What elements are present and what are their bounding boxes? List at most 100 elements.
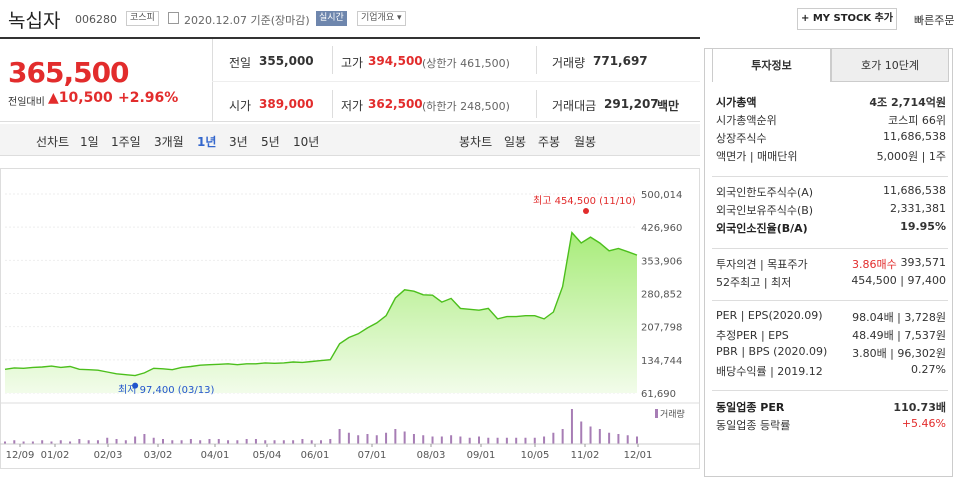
info-row-label: 외국인소진율(B/A) xyxy=(716,222,808,235)
info-row-value: 4조 2,714억원 xyxy=(869,96,946,109)
lower-limit: (하한가 248,500) xyxy=(422,100,510,113)
tab-monthly-candle[interactable]: 월봉 xyxy=(574,135,597,149)
info-row-label: 시가총액 xyxy=(716,96,757,109)
info-row: 투자의견 | 목표주가 393,571 3.86매수 xyxy=(716,256,946,274)
volume-bar xyxy=(254,439,257,444)
panel-divider xyxy=(712,390,948,391)
y-tick-label: 207,798 xyxy=(641,323,682,334)
volume-bar xyxy=(96,440,99,444)
panel-divider xyxy=(712,300,948,301)
volume-bar xyxy=(143,434,146,444)
info-row-label: 동일업종 등락률 xyxy=(716,419,791,432)
divider xyxy=(212,39,213,122)
volume-bar xyxy=(4,441,6,444)
x-tick-label: 09/01 xyxy=(467,450,496,461)
volume-bar xyxy=(264,440,267,444)
volume-bar xyxy=(152,437,155,444)
low-annotation: 최저 97,400 (03/13) xyxy=(118,384,214,396)
volume-bar xyxy=(106,437,109,444)
info-row: PBR | BPS (2020.09) 3.80배 | 96,302원 xyxy=(716,345,946,363)
info-row: 시가총액 4조 2,714억원 xyxy=(716,94,946,112)
tab-1year[interactable]: 1년 xyxy=(197,135,217,149)
volume-bar xyxy=(375,435,378,444)
quick-order-link[interactable]: 빠른주문 xyxy=(914,14,955,27)
x-tick-label: 06/01 xyxy=(301,450,330,461)
info-row: 동일업종 PER 110.73배 xyxy=(716,399,946,417)
line-chart-label: 선차트 xyxy=(36,135,70,149)
info-row-value: 393,571 xyxy=(900,256,947,269)
tab-3year[interactable]: 3년 xyxy=(229,135,248,149)
y-tick-label: 61,690 xyxy=(641,389,676,400)
volume-bar xyxy=(320,440,322,444)
info-row-value: 11,686,538 xyxy=(883,184,946,197)
calendar-icon xyxy=(168,12,179,24)
volume-bar xyxy=(626,435,629,444)
tab-hoga-10[interactable]: 호가 10단계 xyxy=(831,48,949,82)
volume-bar xyxy=(50,441,53,444)
tab-5year[interactable]: 5년 xyxy=(261,135,280,149)
price-change: ▲10,500 xyxy=(48,90,113,106)
volume-bar xyxy=(87,440,90,444)
tab-3month[interactable]: 3개월 xyxy=(154,135,184,149)
volume-bar xyxy=(347,432,350,444)
volume-bar xyxy=(478,436,480,444)
x-tick-label: 07/01 xyxy=(358,450,387,461)
volume-bar xyxy=(115,439,118,444)
info-row-label: 추정PER | EPS xyxy=(716,329,789,342)
volume-label: 거래량 xyxy=(552,56,586,70)
high-marker xyxy=(583,208,589,214)
tab-1week[interactable]: 1주일 xyxy=(111,135,141,149)
x-tick-label: 05/04 xyxy=(253,450,282,461)
tab-daily-candle[interactable]: 일봉 xyxy=(504,135,527,149)
info-row-label: PBR | BPS (2020.09) xyxy=(716,345,828,358)
volume-bar xyxy=(422,435,425,444)
realtime-badge[interactable]: 실시간 xyxy=(316,11,347,26)
volume-bar xyxy=(22,441,25,444)
volume-bar xyxy=(338,429,341,444)
volume-bar xyxy=(357,435,360,444)
info-row: 동일업종 등락률 +5.46% xyxy=(716,417,946,435)
volume-bar xyxy=(41,440,44,444)
volume-bar xyxy=(329,439,332,444)
info-row-value: 19.95% xyxy=(900,220,946,233)
info-row-value: 코스피 66위 xyxy=(888,114,946,127)
volume-bar xyxy=(412,434,415,444)
volume-bar xyxy=(450,435,453,444)
prev-close-value: 355,000 xyxy=(259,54,314,68)
volume-bar xyxy=(505,437,508,444)
amount-value: 291,207 xyxy=(604,97,659,111)
info-row: 외국인소진율(B/A) 19.95% xyxy=(716,220,946,238)
x-tick-label: 03/02 xyxy=(144,450,173,461)
open-value: 389,000 xyxy=(259,97,314,111)
upper-limit: (상한가 461,500) xyxy=(422,57,510,70)
base-date: 2020.12.07 기준(장마감) xyxy=(184,14,310,27)
high-value: 394,500 xyxy=(368,54,423,68)
volume-bar xyxy=(617,434,620,444)
divider xyxy=(332,46,333,74)
tab-invest-info[interactable]: 투자정보 xyxy=(712,48,831,82)
y-tick-label: 280,852 xyxy=(641,290,682,301)
volume-bar xyxy=(589,426,592,444)
tab-weekly-candle[interactable]: 주봉 xyxy=(538,135,561,149)
amount-unit: 백만 xyxy=(657,99,680,113)
price-change-pct: +2.96% xyxy=(118,90,179,106)
my-stock-add-button[interactable]: + MY STOCK 추가 xyxy=(797,8,897,30)
panel-divider xyxy=(712,248,948,249)
tab-10year[interactable]: 10년 xyxy=(293,135,320,149)
x-tick-label: 10/05 xyxy=(521,450,550,461)
volume-bar xyxy=(227,440,230,444)
info-row-label: 투자의견 | 목표주가 xyxy=(716,258,808,271)
tab-1day[interactable]: 1일 xyxy=(80,135,99,149)
x-tick-label: 12/01 xyxy=(624,450,653,461)
info-row-value: 2,331,381 xyxy=(890,202,946,215)
x-tick-label: 01/02 xyxy=(41,450,70,461)
volume-bar xyxy=(561,429,564,444)
price-line xyxy=(4,231,638,377)
volume-bar xyxy=(608,432,611,444)
company-info-dropdown[interactable]: 기업개요 ▾ xyxy=(357,11,406,26)
y-tick-label: 134,744 xyxy=(641,356,682,367)
info-row-value: 48.49배 | 7,537원 xyxy=(852,329,946,342)
x-tick-label: 02/03 xyxy=(94,450,123,461)
y-tick-label: 353,906 xyxy=(641,256,682,267)
stock-name: 녹십자 xyxy=(8,10,61,32)
